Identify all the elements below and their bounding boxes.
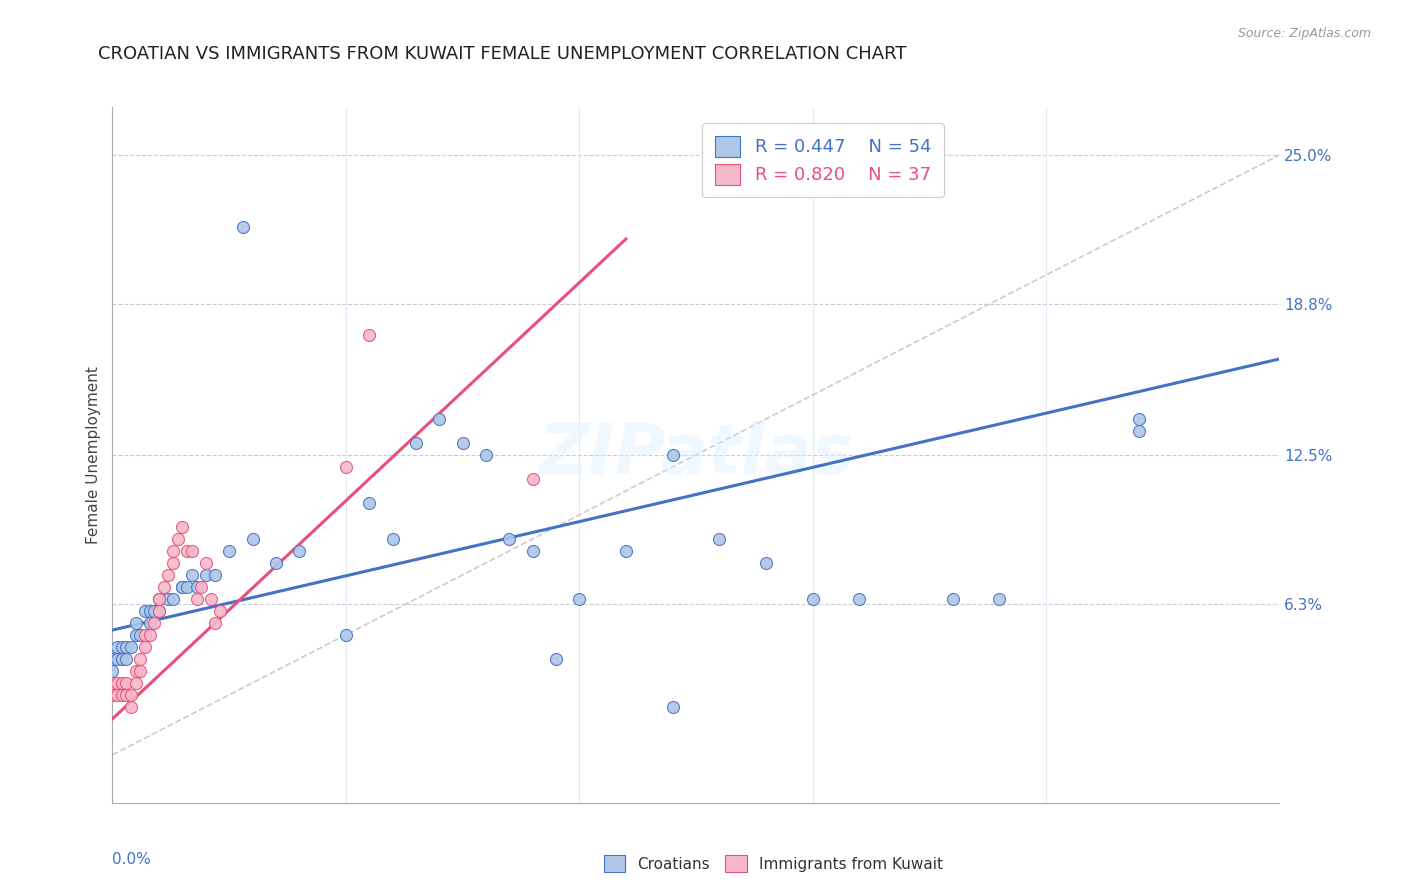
Point: [125, 676, 148, 690]
Point: [194, 567, 217, 582]
Point: [115, 676, 138, 690]
Point: [200, 591, 222, 606]
Point: [153, 580, 176, 594]
Point: [475, 448, 498, 462]
Point: [115, 688, 138, 702]
Point: [498, 532, 520, 546]
Point: [148, 604, 170, 618]
Point: [162, 591, 184, 606]
Point: [335, 628, 357, 642]
Point: [614, 544, 637, 558]
Point: [134, 640, 156, 654]
Point: [111, 640, 134, 654]
Point: [180, 544, 202, 558]
Point: [101, 676, 124, 690]
Point: [204, 615, 226, 630]
Point: [176, 544, 198, 558]
Point: [172, 580, 194, 594]
Text: Source: ZipAtlas.com: Source: ZipAtlas.com: [1237, 27, 1371, 40]
Point: [148, 604, 170, 618]
Point: [451, 436, 474, 450]
Point: [381, 532, 404, 546]
Point: [143, 615, 166, 630]
Point: [101, 652, 124, 666]
Point: [172, 520, 194, 534]
Point: [359, 328, 381, 343]
Point: [190, 580, 212, 594]
Point: [335, 459, 357, 474]
Text: 0.0%: 0.0%: [112, 852, 152, 866]
Point: [129, 664, 152, 678]
Point: [125, 664, 148, 678]
Point: [115, 652, 138, 666]
Point: [359, 496, 381, 510]
Point: [101, 688, 124, 702]
Point: [105, 688, 128, 702]
Legend: R = 0.447    N = 54, R = 0.820    N = 37: R = 0.447 N = 54, R = 0.820 N = 37: [702, 123, 943, 197]
Point: [120, 699, 142, 714]
Point: [111, 652, 134, 666]
Point: [139, 604, 162, 618]
Point: [405, 436, 427, 450]
Point: [139, 628, 162, 642]
Y-axis label: Female Unemployment: Female Unemployment: [86, 366, 101, 544]
Point: [232, 219, 254, 234]
Point: [125, 628, 148, 642]
Point: [801, 591, 824, 606]
Point: [204, 567, 226, 582]
Point: [162, 556, 184, 570]
Point: [709, 532, 731, 546]
Point: [105, 652, 128, 666]
Point: [120, 688, 142, 702]
Point: [942, 591, 965, 606]
Point: [1128, 412, 1150, 426]
Point: [129, 628, 152, 642]
Point: [568, 591, 591, 606]
Point: [186, 580, 208, 594]
Point: [544, 652, 567, 666]
Point: [105, 676, 128, 690]
Point: [111, 676, 134, 690]
Point: [522, 544, 544, 558]
Point: [148, 591, 170, 606]
Point: [166, 532, 188, 546]
Point: [176, 580, 198, 594]
Point: [755, 556, 778, 570]
Point: [661, 699, 683, 714]
Point: [180, 567, 202, 582]
Point: [242, 532, 264, 546]
Point: [157, 591, 180, 606]
Point: [218, 544, 240, 558]
Point: [143, 604, 166, 618]
Point: [661, 448, 683, 462]
Point: [288, 544, 311, 558]
Point: [194, 556, 217, 570]
Point: [172, 580, 194, 594]
Point: [162, 544, 184, 558]
Point: [522, 472, 544, 486]
Text: ZIPatlas: ZIPatlas: [538, 421, 853, 489]
Point: [186, 591, 208, 606]
Point: [134, 628, 156, 642]
Point: [139, 615, 162, 630]
Point: [120, 640, 142, 654]
Text: CROATIAN VS IMMIGRANTS FROM KUWAIT FEMALE UNEMPLOYMENT CORRELATION CHART: CROATIAN VS IMMIGRANTS FROM KUWAIT FEMAL…: [98, 45, 907, 62]
Point: [134, 604, 156, 618]
Legend: Croatians, Immigrants from Kuwait: Croatians, Immigrants from Kuwait: [596, 847, 950, 880]
Point: [105, 640, 128, 654]
Point: [129, 652, 152, 666]
Point: [848, 591, 870, 606]
Point: [208, 604, 231, 618]
Point: [148, 591, 170, 606]
Point: [157, 567, 180, 582]
Point: [125, 615, 148, 630]
Point: [101, 664, 124, 678]
Point: [115, 640, 138, 654]
Point: [427, 412, 450, 426]
Point: [264, 556, 287, 570]
Point: [1128, 424, 1150, 438]
Point: [111, 688, 134, 702]
Point: [988, 591, 1011, 606]
